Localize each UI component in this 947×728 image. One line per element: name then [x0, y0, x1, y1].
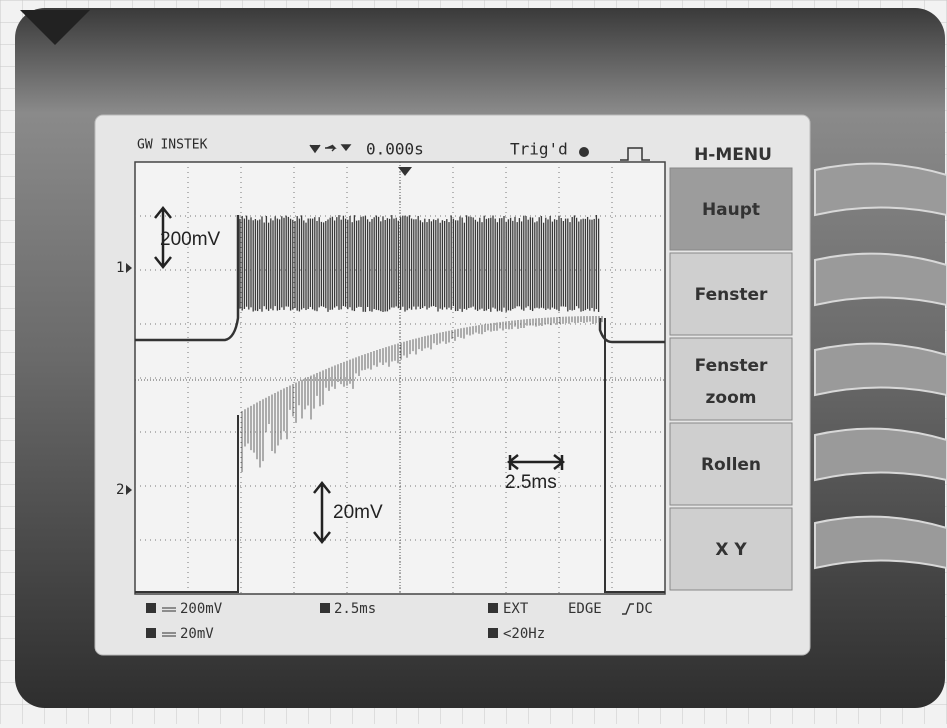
bezel-button: [815, 164, 947, 215]
trigger-dot: [579, 147, 589, 157]
bezel-button: [815, 429, 947, 480]
ch1-scale: 200mV: [160, 229, 221, 250]
bezel-button: [815, 517, 947, 568]
menu-label[interactable]: X Y: [715, 540, 747, 560]
menu-label[interactable]: Haupt: [702, 200, 760, 220]
trigger-status: Trig'd: [510, 140, 568, 159]
ch1-marker: 1: [116, 260, 124, 276]
bezel-button: [815, 254, 947, 305]
timebase: 2.5ms: [334, 601, 376, 617]
ch2-volts: 20mV: [180, 626, 214, 642]
menu-label[interactable]: Fenster: [695, 285, 768, 305]
trigger-type: EDGE: [568, 601, 602, 617]
time-position: 0.000s: [366, 140, 424, 159]
coupling: DC: [636, 601, 653, 617]
page: GW INSTEK 0.000s Trig'd H-MENU Haupt Fens…: [0, 0, 947, 724]
ch1-volts: 200mV: [180, 601, 223, 617]
ch2-scale: 20mV: [333, 502, 383, 523]
menu-title: H-MENU: [694, 145, 772, 165]
ch2-marker: 2: [116, 482, 124, 498]
time-scale: 2.5ms: [505, 472, 557, 493]
frequency: <20Hz: [503, 626, 545, 642]
trigger-source: EXT: [503, 601, 529, 617]
bezel-button: [815, 344, 947, 395]
menu-label[interactable]: Rollen: [701, 455, 761, 475]
photo: GW INSTEK 0.000s Trig'd H-MENU Haupt Fens…: [0, 0, 947, 724]
brand: GW INSTEK: [137, 138, 208, 153]
